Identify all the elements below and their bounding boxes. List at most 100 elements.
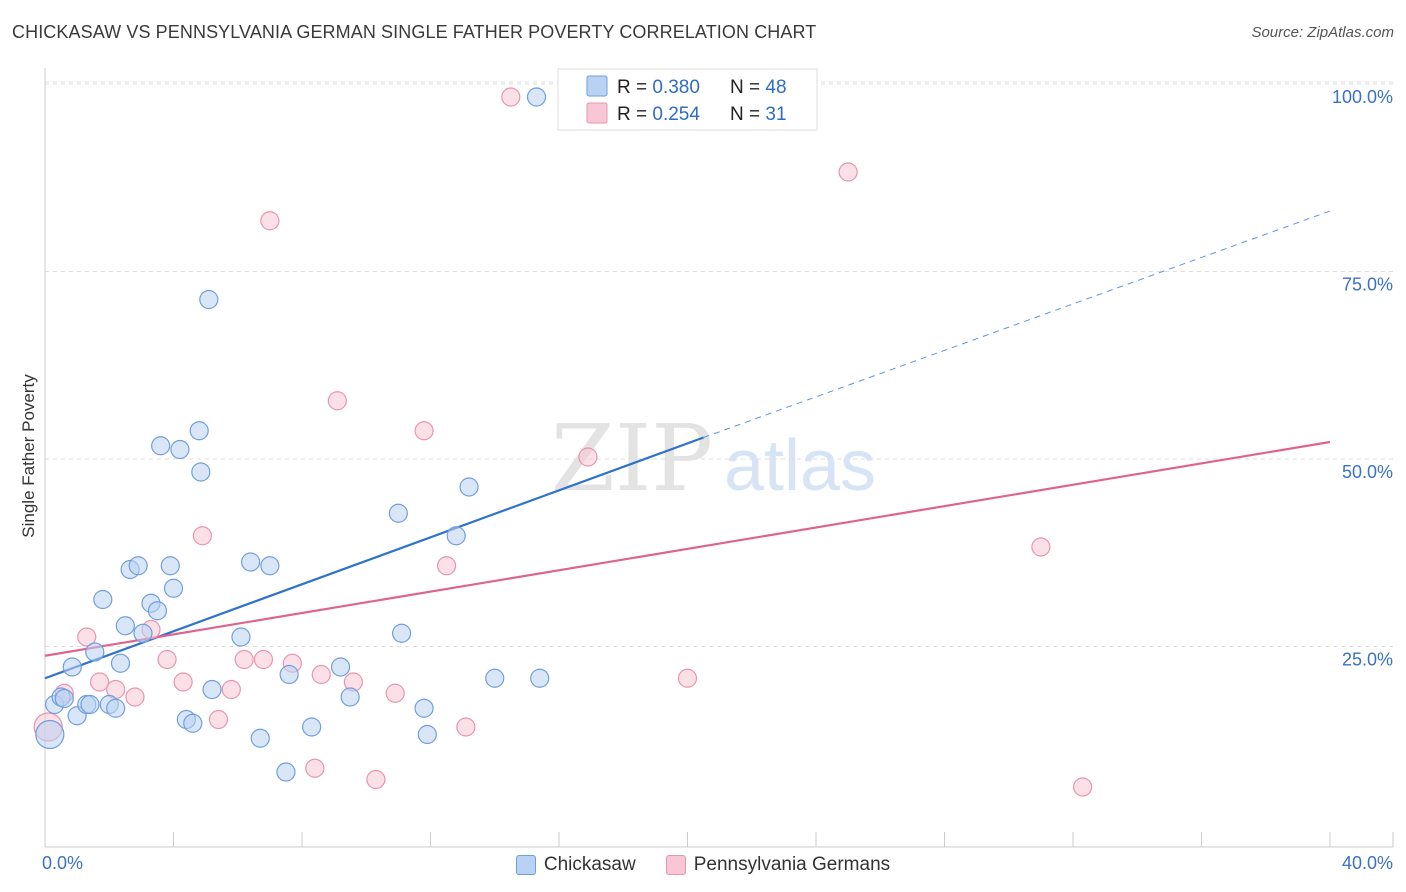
data-point-chickasaw bbox=[330, 657, 351, 677]
data-point-pennsylvania-germans bbox=[414, 421, 434, 441]
legend-inset-swatch-pennsylvania-germans bbox=[586, 102, 608, 124]
legend-row-2-n: N = 31 bbox=[730, 104, 787, 125]
legend-r-value-2: 0.254 bbox=[652, 104, 700, 125]
data-point-chickasaw bbox=[35, 719, 65, 750]
legend-inset: R = 0.380 N = 48 R = 0.254 N = 31 bbox=[557, 68, 818, 131]
legend-n-label-1: N = bbox=[730, 77, 765, 98]
y-tick-label: 75.0% bbox=[1342, 275, 1393, 295]
legend-n-label-2: N = bbox=[730, 104, 765, 125]
legend-r-label-2: R = bbox=[617, 104, 652, 125]
x-tick-label-max: 40.0% bbox=[1342, 853, 1393, 873]
data-point-chickasaw bbox=[163, 578, 184, 598]
data-point-pennsylvania-germans bbox=[157, 649, 177, 670]
legend-row-2: R = 0.254 bbox=[617, 104, 700, 125]
data-point-chickasaw bbox=[530, 668, 550, 688]
data-point-chickasaw bbox=[160, 556, 180, 576]
data-point-chickasaw bbox=[106, 698, 126, 718]
data-point-chickasaw bbox=[133, 623, 153, 643]
data-point-pennsylvania-germans bbox=[436, 556, 457, 576]
legend-r-value-1: 0.380 bbox=[652, 77, 700, 98]
legend-row-1: R = 0.380 bbox=[617, 77, 700, 98]
data-point-pennsylvania-germans bbox=[311, 664, 331, 685]
legend-n-value-1: 48 bbox=[765, 77, 786, 98]
legend-swatch-pennsylvania-germans bbox=[665, 855, 686, 875]
source-credit: Source: ZipAtlas.com bbox=[1251, 24, 1394, 41]
data-point-chickasaw bbox=[250, 728, 270, 748]
data-point-pennsylvania-germans bbox=[173, 672, 193, 692]
data-point-chickasaw bbox=[191, 462, 211, 482]
data-point-pennsylvania-germans bbox=[1031, 537, 1051, 557]
x-tick-label-min: 0.0% bbox=[42, 853, 83, 873]
data-point-pennsylvania-germans bbox=[208, 709, 229, 730]
data-point-chickasaw bbox=[459, 477, 479, 497]
data-point-pennsylvania-germans bbox=[1073, 777, 1093, 797]
y-tick-labels: 25.0% 50.0% 75.0% 100.0% bbox=[1332, 87, 1393, 670]
data-point-pennsylvania-germans bbox=[501, 87, 521, 107]
data-point-chickasaw bbox=[340, 687, 360, 707]
data-point-chickasaw bbox=[54, 688, 74, 709]
data-point-chickasaw bbox=[276, 762, 296, 782]
data-point-pennsylvania-germans bbox=[221, 679, 241, 700]
legend-swatch-chickasaw bbox=[515, 855, 536, 875]
data-point-chickasaw bbox=[189, 421, 209, 441]
data-point-pennsylvania-germans bbox=[385, 683, 405, 703]
data-point-chickasaw bbox=[110, 653, 131, 673]
data-point-pennsylvania-germans bbox=[234, 649, 254, 670]
y-tick-label: 25.0% bbox=[1342, 650, 1393, 670]
data-point-chickasaw bbox=[485, 668, 505, 688]
data-point-chickasaw bbox=[391, 623, 412, 643]
data-point-chickasaw bbox=[241, 552, 261, 572]
legend-bottom: Chickasaw Pennsylvania Germans bbox=[0, 851, 1406, 879]
data-point-pennsylvania-germans bbox=[90, 672, 110, 692]
trend-line-pennsylvania-germans bbox=[44, 440, 1331, 657]
data-point-pennsylvania-germans bbox=[125, 687, 145, 707]
data-point-chickasaw bbox=[80, 694, 100, 715]
legend-r-label-1: R = bbox=[617, 77, 652, 98]
data-point-pennsylvania-germans bbox=[838, 162, 858, 182]
data-point-chickasaw bbox=[183, 713, 203, 733]
data-point-chickasaw bbox=[147, 601, 168, 621]
axes bbox=[44, 68, 1394, 848]
data-point-pennsylvania-germans bbox=[77, 627, 97, 647]
data-point-pennsylvania-germans bbox=[253, 649, 274, 670]
legend-row-1-n: N = 48 bbox=[730, 77, 787, 98]
data-point-chickasaw bbox=[279, 664, 299, 685]
data-point-chickasaw bbox=[526, 87, 547, 107]
data-point-pennsylvania-germans bbox=[677, 668, 698, 688]
data-point-pennsylvania-germans bbox=[578, 447, 598, 467]
data-point-pennsylvania-germans bbox=[456, 717, 476, 737]
data-point-pennsylvania-germans bbox=[366, 769, 386, 790]
data-point-pennsylvania-germans bbox=[260, 211, 280, 231]
trend-line-chickasaw-extension bbox=[703, 210, 1331, 438]
series-chickasaw bbox=[35, 87, 595, 782]
watermark-zip: ZIP bbox=[551, 405, 713, 512]
legend-label-pennsylvania-germans: Pennsylvania Germans bbox=[693, 854, 891, 875]
legend-item-pennsylvania-germans[interactable]: Pennsylvania Germans bbox=[665, 854, 891, 876]
y-axis-label: Single Father Poverty bbox=[19, 374, 38, 538]
data-point-chickasaw bbox=[85, 642, 105, 662]
series-pennsylvania-germans bbox=[33, 87, 1093, 797]
y-tick-label: 100.0% bbox=[1332, 87, 1393, 107]
data-point-chickasaw bbox=[260, 556, 280, 576]
data-point-chickasaw bbox=[414, 698, 434, 718]
data-point-chickasaw bbox=[115, 616, 135, 636]
data-point-chickasaw bbox=[302, 717, 322, 737]
data-point-chickasaw bbox=[231, 627, 251, 647]
data-point-chickasaw bbox=[199, 289, 219, 310]
watermark-atlas: atlas bbox=[724, 426, 876, 506]
data-point-pennsylvania-germans bbox=[327, 391, 347, 411]
legend-label-chickasaw: Chickasaw bbox=[543, 854, 636, 875]
data-point-pennsylvania-germans bbox=[305, 758, 325, 778]
chart-title: CHICKASAW VS PENNSYLVANIA GERMAN SINGLE … bbox=[12, 22, 817, 42]
data-point-chickasaw bbox=[93, 589, 113, 610]
y-tick-label: 50.0% bbox=[1342, 462, 1393, 482]
data-point-chickasaw bbox=[128, 556, 148, 576]
legend-item-chickasaw[interactable]: Chickasaw bbox=[515, 854, 636, 876]
data-point-chickasaw bbox=[446, 526, 466, 546]
data-point-chickasaw bbox=[388, 503, 408, 523]
legend-n-value-2: 31 bbox=[765, 104, 786, 125]
legend-inset-swatch-chickasaw bbox=[586, 75, 608, 97]
data-point-chickasaw bbox=[417, 724, 437, 745]
data-point-chickasaw bbox=[151, 436, 171, 456]
data-point-pennsylvania-germans bbox=[192, 526, 213, 546]
